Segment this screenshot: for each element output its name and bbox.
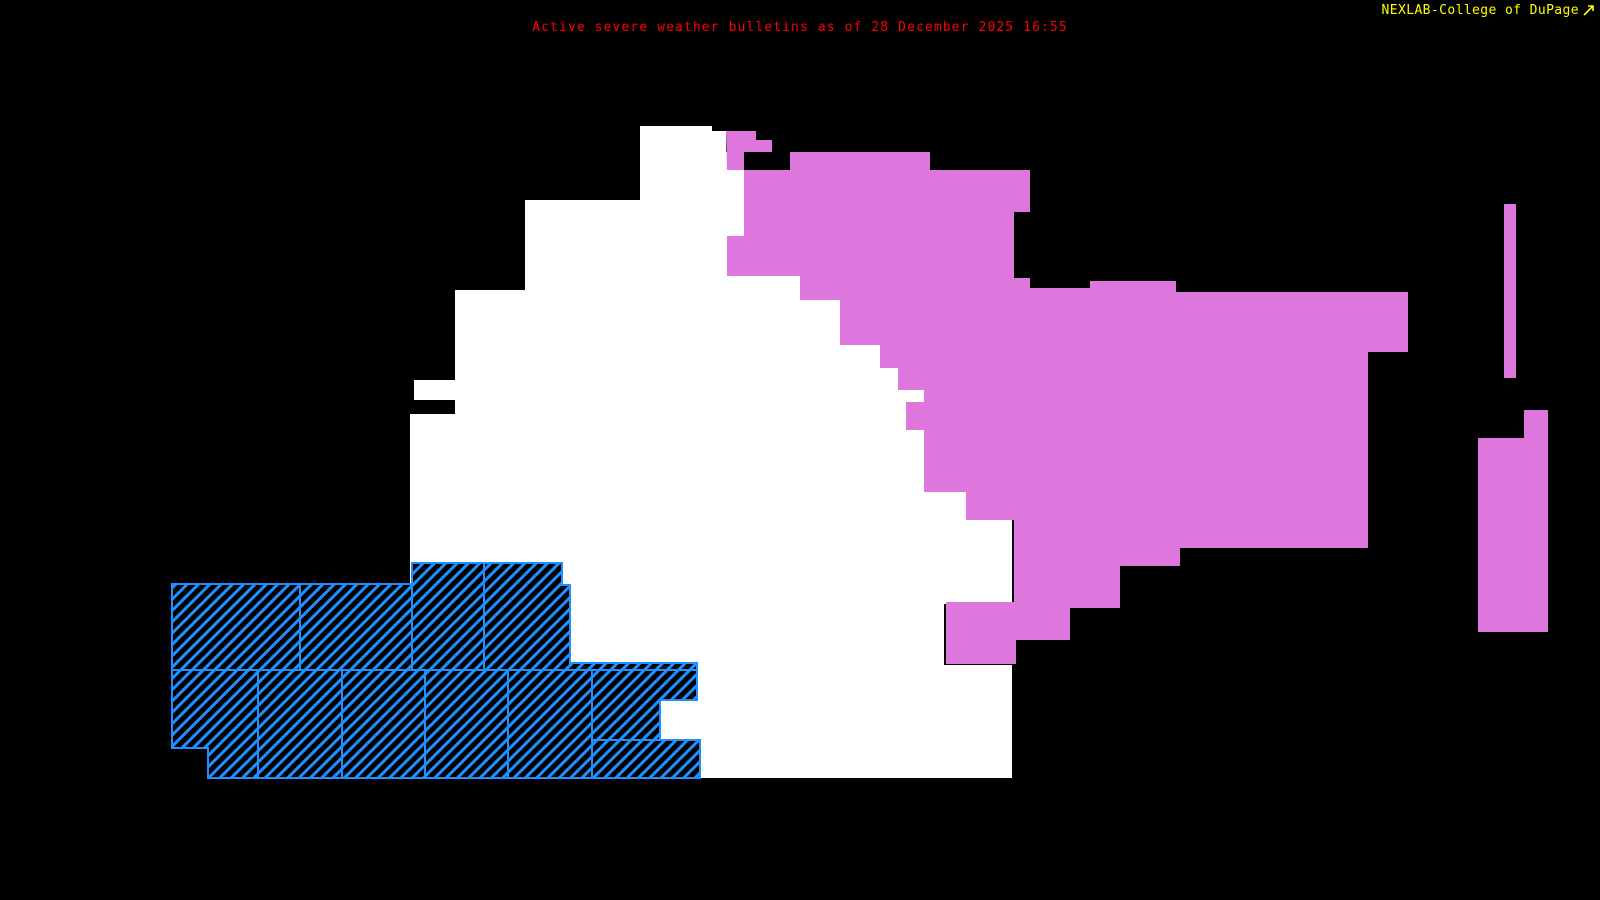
- brand-link[interactable]: NEXLAB-College of DuPage: [1382, 3, 1594, 18]
- legend: Watch Warning T-Storm Tornado Winter Sto…: [0, 780, 1600, 900]
- winter-storm-warning-block-east: [1478, 410, 1548, 632]
- winter-storm-warning-sliver-east: [1504, 204, 1516, 378]
- page-title: Active severe weather bulletins as of 28…: [532, 20, 1068, 35]
- winter-storm-warning-region: [726, 131, 1408, 664]
- external-link-icon: [1583, 5, 1594, 16]
- winter-wx-advisory-region: [171, 562, 701, 779]
- brand-label: NEXLAB-College of DuPage: [1381, 3, 1579, 18]
- county-borders: [172, 562, 700, 778]
